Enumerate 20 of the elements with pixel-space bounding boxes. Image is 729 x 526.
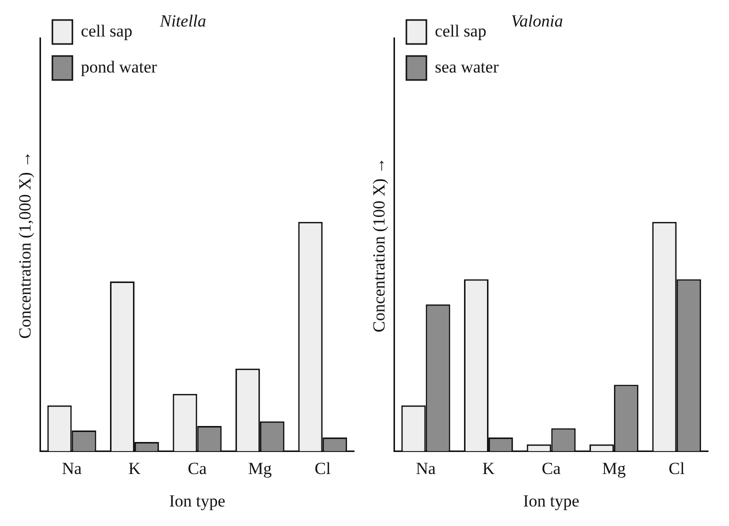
x-tick-label: K [128, 458, 142, 478]
chart-title: Valonia [511, 12, 563, 31]
legend-label: cell sap [434, 21, 486, 40]
y-axis-title: Concentration (1,000 X) → [16, 150, 35, 339]
x-tick-label: Mg [248, 458, 272, 478]
x-tick-label: Na [416, 458, 436, 478]
x-tick-label: Cl [668, 458, 685, 478]
x-tick-label: Cl [314, 458, 331, 478]
legend-label: pond water [80, 57, 158, 76]
legend-label: sea water [434, 57, 499, 76]
legend-label: cell sap [80, 21, 132, 40]
x-tick-label: K [482, 458, 496, 478]
x-axis-title: Ion type [169, 491, 226, 510]
x-axis-title: Ion type [523, 491, 580, 510]
y-axis-title: Concentration (100 X) → [370, 157, 389, 332]
x-tick-label: Mg [602, 458, 626, 478]
x-tick-label: Na [62, 458, 82, 478]
chart-title: Nitella [158, 12, 206, 31]
x-tick-label: Ca [542, 458, 562, 478]
x-tick-label: Ca [188, 458, 208, 478]
